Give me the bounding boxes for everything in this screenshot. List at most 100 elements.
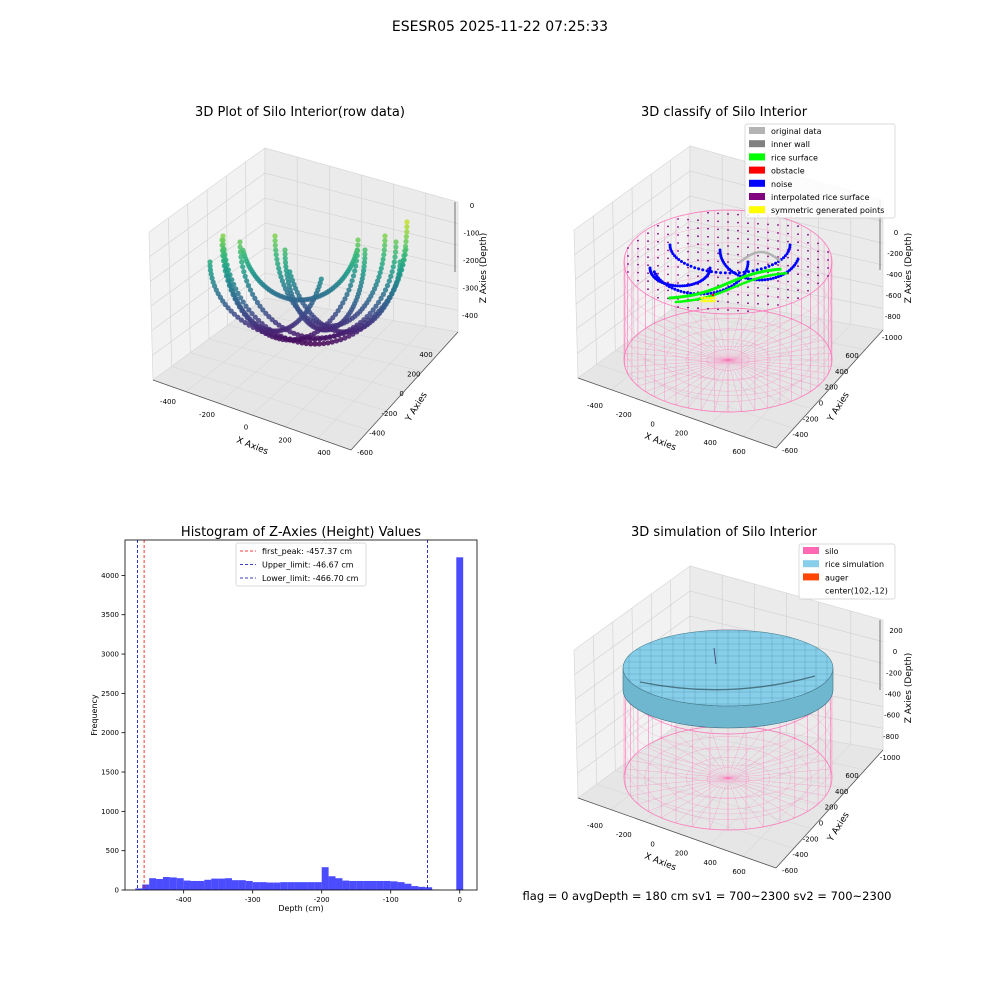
data-point	[208, 271, 214, 277]
y-ticks: 0 500 1000 1500 2000 2500 3000 3500 4000	[101, 572, 125, 895]
histogram-bar	[245, 880, 253, 890]
rice-surface-point	[676, 300, 680, 304]
interpolated-point	[797, 233, 799, 236]
y-tick-label: -400	[792, 851, 808, 859]
data-point	[207, 263, 213, 269]
legend-swatch	[749, 140, 765, 148]
z-tick-label: 0	[470, 202, 474, 210]
silo-floor-spoke	[727, 311, 768, 361]
noise-point	[763, 266, 767, 270]
y-axis-label: Y Axies	[826, 810, 852, 844]
histogram-bar	[211, 878, 219, 890]
rice-surface-point	[727, 287, 731, 291]
silo-floor-spoke	[727, 359, 829, 374]
data-point	[349, 278, 355, 284]
data-point	[355, 247, 361, 254]
histogram-bar	[176, 878, 184, 890]
y-tick-label: 2500	[101, 690, 119, 698]
noise-point	[723, 271, 727, 275]
interpolated-point	[757, 254, 759, 257]
silo-floor-spoke	[624, 359, 729, 368]
noise-point	[673, 287, 677, 291]
data-point	[246, 322, 252, 328]
data-point	[235, 314, 241, 320]
silo-ring	[623, 275, 833, 380]
interpolated-point	[737, 309, 739, 312]
data-point	[401, 253, 407, 259]
data-point	[282, 255, 288, 261]
silo-floor-spoke	[664, 318, 729, 361]
data-point	[263, 310, 269, 316]
data-point	[373, 282, 379, 288]
silo-floor-spoke	[727, 359, 781, 406]
interpolated-point	[827, 275, 829, 277]
noise-point	[788, 243, 792, 247]
interpolated-point	[717, 260, 719, 263]
data-point	[350, 273, 357, 279]
interpolated-point	[687, 218, 689, 221]
interpolated-point	[707, 211, 709, 214]
interpolated-point	[647, 248, 649, 251]
silo-floor-spoke	[727, 726, 747, 779]
z-tick-label: -1000	[882, 334, 902, 342]
interpolated-point	[797, 241, 799, 244]
noise-point	[776, 275, 780, 279]
histogram-bar	[252, 882, 260, 890]
x-tick-label: -200	[616, 831, 632, 839]
x-tick-label: 0	[244, 424, 248, 432]
silo-floor-spoke	[630, 777, 729, 797]
silo-floor-ring	[706, 349, 750, 371]
noise-point	[680, 260, 683, 263]
noise-point	[685, 284, 689, 287]
interpolated-point	[687, 274, 689, 277]
data-point	[263, 330, 269, 336]
silo-floor-spoke	[648, 744, 729, 779]
grid-line	[689, 590, 884, 642]
x-tick-label: 600	[732, 868, 745, 876]
legend-label: original data	[771, 127, 822, 136]
histogram-bar	[238, 880, 246, 890]
interpolated-point	[707, 259, 709, 262]
interpolated-point	[727, 309, 729, 311]
x-tick-label: -200	[199, 411, 215, 419]
chart-title: Histogram of Z-Axies (Height) Values	[181, 525, 421, 540]
plot-frame	[124, 539, 478, 891]
silo-floor-spoke	[727, 346, 829, 361]
interpolated-point	[717, 252, 719, 255]
y-tick-label: 600	[845, 352, 858, 360]
y-tick-label: 1500	[101, 769, 119, 777]
interpolated-point	[777, 280, 779, 282]
interpolated-point	[637, 263, 639, 266]
y-tick-labels: 600 400 2000-200 -400 -600	[782, 772, 859, 875]
data-point	[362, 251, 368, 257]
data-point	[380, 291, 386, 297]
rice-surface-point	[742, 281, 746, 285]
z-tick-label: -800	[883, 733, 899, 741]
data-point	[220, 241, 226, 247]
z-tick-label: -600	[886, 292, 902, 300]
silo-floor-spoke	[727, 359, 792, 402]
data-point	[338, 337, 344, 343]
data-point	[392, 254, 398, 260]
grid-line	[574, 590, 691, 675]
interpolated-point	[667, 241, 669, 244]
interpolated-point	[767, 295, 769, 298]
y-tick-label: 200	[825, 384, 838, 392]
legend: silo rice simulation auger center(102,-12)	[798, 543, 896, 600]
data-point	[361, 268, 367, 274]
silo-floor-spoke	[727, 777, 795, 819]
panel-3d-raw: 3D Plot of Silo Interior(row data) -400-…	[148, 105, 489, 457]
legend-label: symmetric generated points	[771, 206, 884, 215]
silo-floor-spoke	[727, 777, 826, 797]
rice-surface-point	[725, 288, 728, 292]
data-point	[361, 264, 367, 270]
data-point	[225, 305, 231, 311]
data-point	[336, 332, 342, 338]
legend-label: rice simulation	[825, 560, 884, 569]
histogram-bar	[183, 880, 191, 890]
data-point	[355, 237, 361, 243]
data-point	[393, 244, 399, 250]
data-point	[272, 238, 278, 244]
x-axis-line	[577, 797, 777, 869]
data-point	[250, 291, 256, 297]
